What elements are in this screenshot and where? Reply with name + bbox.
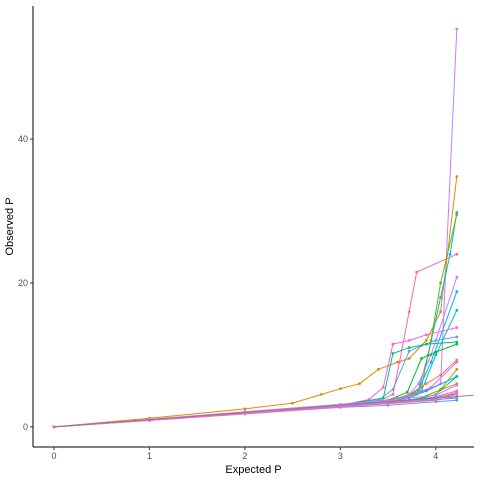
data-point: [439, 296, 442, 299]
data-point: [405, 390, 409, 394]
data-point: [424, 382, 428, 386]
series-line-11: [53, 343, 457, 428]
data-point: [407, 310, 411, 314]
data-point: [424, 333, 428, 337]
x-tick-label: 1: [147, 451, 152, 461]
data-point: [455, 398, 459, 402]
series-line-0: [53, 28, 458, 428]
data-point: [429, 339, 433, 342]
data-point: [424, 342, 428, 346]
x-axis-title: Expected P: [225, 464, 281, 476]
data-point: [455, 360, 459, 364]
x-tick-label: 2: [242, 451, 247, 461]
data-point: [455, 27, 459, 31]
series-layer: [52, 27, 459, 429]
data-point: [415, 270, 419, 274]
data-point: [424, 339, 428, 342]
series-line-3: [53, 214, 458, 428]
data-point: [398, 360, 401, 364]
series-line-7: [53, 310, 458, 428]
data-point: [455, 342, 459, 346]
reference-line: [53, 394, 475, 428]
y-tick-label: 20: [18, 278, 28, 288]
reference-layer: [53, 394, 475, 428]
series-2: [52, 211, 459, 429]
data-point: [407, 346, 411, 350]
data-point: [455, 308, 459, 312]
data-point: [417, 382, 420, 386]
data-point: [455, 213, 459, 217]
data-point: [439, 310, 442, 314]
data-point: [434, 393, 438, 397]
series-line-1: [53, 176, 458, 428]
data-point: [455, 175, 459, 178]
series-1: [52, 175, 459, 429]
data-point: [439, 373, 442, 377]
data-point: [455, 396, 459, 400]
data-point: [391, 342, 395, 346]
series-line-10: [53, 341, 457, 428]
axes-layer: [32, 6, 474, 448]
data-point: [391, 388, 395, 391]
data-point: [455, 383, 459, 387]
series-line-12: [53, 359, 458, 428]
series-12: [52, 358, 459, 429]
series-line-13: [53, 361, 458, 428]
x-tick-label: 0: [51, 451, 56, 461]
x-tick-label: 3: [338, 451, 343, 461]
data-point: [455, 326, 459, 329]
data-point: [455, 393, 459, 396]
data-point: [407, 349, 411, 353]
data-point: [381, 385, 385, 389]
data-point: [52, 425, 56, 429]
data-point: [455, 367, 459, 371]
series-line-2: [53, 212, 458, 428]
data-point: [434, 339, 438, 342]
data-point: [391, 393, 395, 396]
data-point: [319, 393, 323, 396]
data-point: [439, 281, 442, 285]
data-point: [434, 350, 438, 354]
series-9: [52, 335, 459, 429]
series-line-22: [53, 384, 458, 428]
series-line-16: [53, 383, 457, 428]
data-point: [455, 275, 459, 279]
y-tick-label: 0: [23, 422, 28, 432]
x-tick-label: 4: [433, 451, 438, 461]
data-point: [455, 290, 459, 293]
series-11: [52, 342, 459, 429]
data-point: [407, 393, 411, 396]
data-point: [424, 389, 428, 393]
data-point: [291, 401, 294, 405]
data-point: [407, 357, 411, 360]
data-point: [381, 396, 385, 400]
data-point: [455, 358, 459, 362]
data-point: [429, 360, 433, 364]
data-point: [455, 390, 459, 394]
data-point: [455, 335, 459, 339]
data-point: [358, 382, 361, 386]
data-point: [434, 353, 438, 357]
y-axis-title: Observed P: [4, 197, 16, 255]
data-point: [455, 375, 459, 378]
data-point: [386, 398, 390, 402]
series-10: [52, 340, 459, 429]
data-point: [243, 407, 247, 411]
data-point: [339, 387, 342, 391]
data-point: [420, 357, 423, 360]
data-point: [391, 352, 395, 355]
data-point: [455, 211, 459, 214]
data-point: [407, 339, 411, 342]
y-tick-label: 40: [18, 134, 28, 144]
data-point: [455, 340, 459, 344]
series-line-6: [53, 291, 458, 428]
data-point: [377, 367, 380, 371]
series-0: [52, 27, 459, 429]
data-point: [448, 252, 452, 256]
data-point: [455, 252, 459, 256]
